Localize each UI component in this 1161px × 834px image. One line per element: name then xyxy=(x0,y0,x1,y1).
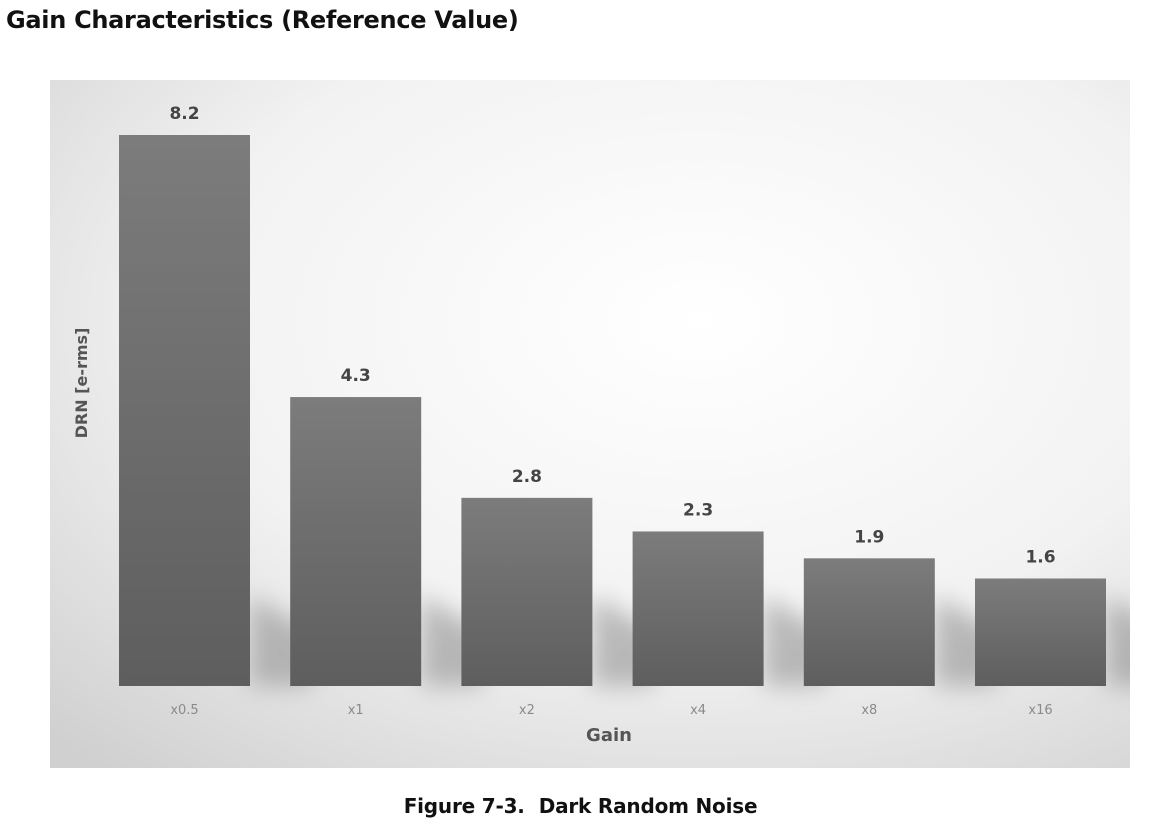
x-tick-label-x8: x8 xyxy=(861,703,877,718)
figure-title: Dark Random Noise xyxy=(538,794,758,818)
bar-x1 xyxy=(290,397,422,686)
x-axis-title: Gain xyxy=(586,725,632,746)
dark-random-noise-chart: 8.24.32.82.31.91.6 x0.5 x1 x2 x4 x8 x16 Gain … xyxy=(50,80,1130,768)
bar-x0.5 xyxy=(119,135,250,686)
bar-x2 xyxy=(461,497,593,686)
data-label-x0.5: 8.2 xyxy=(169,104,199,124)
data-label-x2: 2.8 xyxy=(512,467,542,487)
x-tick-label-x16: x16 xyxy=(1028,703,1052,718)
bar-shadow xyxy=(1106,596,1130,686)
data-labels: 8.2 4.3 2.8 2.3 1.9 1.6 xyxy=(169,104,1055,567)
x-tick-labels: x0.5 x1 x2 x4 x8 x16 xyxy=(170,703,1052,718)
x-tick-label-x1: x1 xyxy=(348,703,364,718)
bars xyxy=(119,135,1106,686)
bar-x8 xyxy=(803,558,935,686)
page-heading: Gain Characteristics (Reference Value) xyxy=(6,6,519,34)
figure-number: Figure 7-3. xyxy=(403,794,525,818)
data-label-x16: 1.6 xyxy=(1025,547,1055,567)
x-tick-label-x2: x2 xyxy=(519,703,535,718)
bar-x16 xyxy=(975,578,1106,686)
data-label-x8: 1.9 xyxy=(854,527,884,547)
data-label-x1: 4.3 xyxy=(341,366,371,386)
data-label-x4: 2.3 xyxy=(683,500,713,520)
x-tick-label-x0.5: x0.5 xyxy=(170,703,198,718)
chart-container: 8.2 4.3 2.8 2.3 1.9 1.6 x0.5 x1 x2 x4 x8 x16 Gain … xyxy=(50,80,1130,768)
x-tick-label-x4: x4 xyxy=(690,703,706,718)
figure-caption: Figure 7-3. Dark Random Noise xyxy=(0,794,1161,818)
y-axis-title: DRN [e-rms] xyxy=(72,328,91,439)
bar-x4 xyxy=(632,531,764,686)
